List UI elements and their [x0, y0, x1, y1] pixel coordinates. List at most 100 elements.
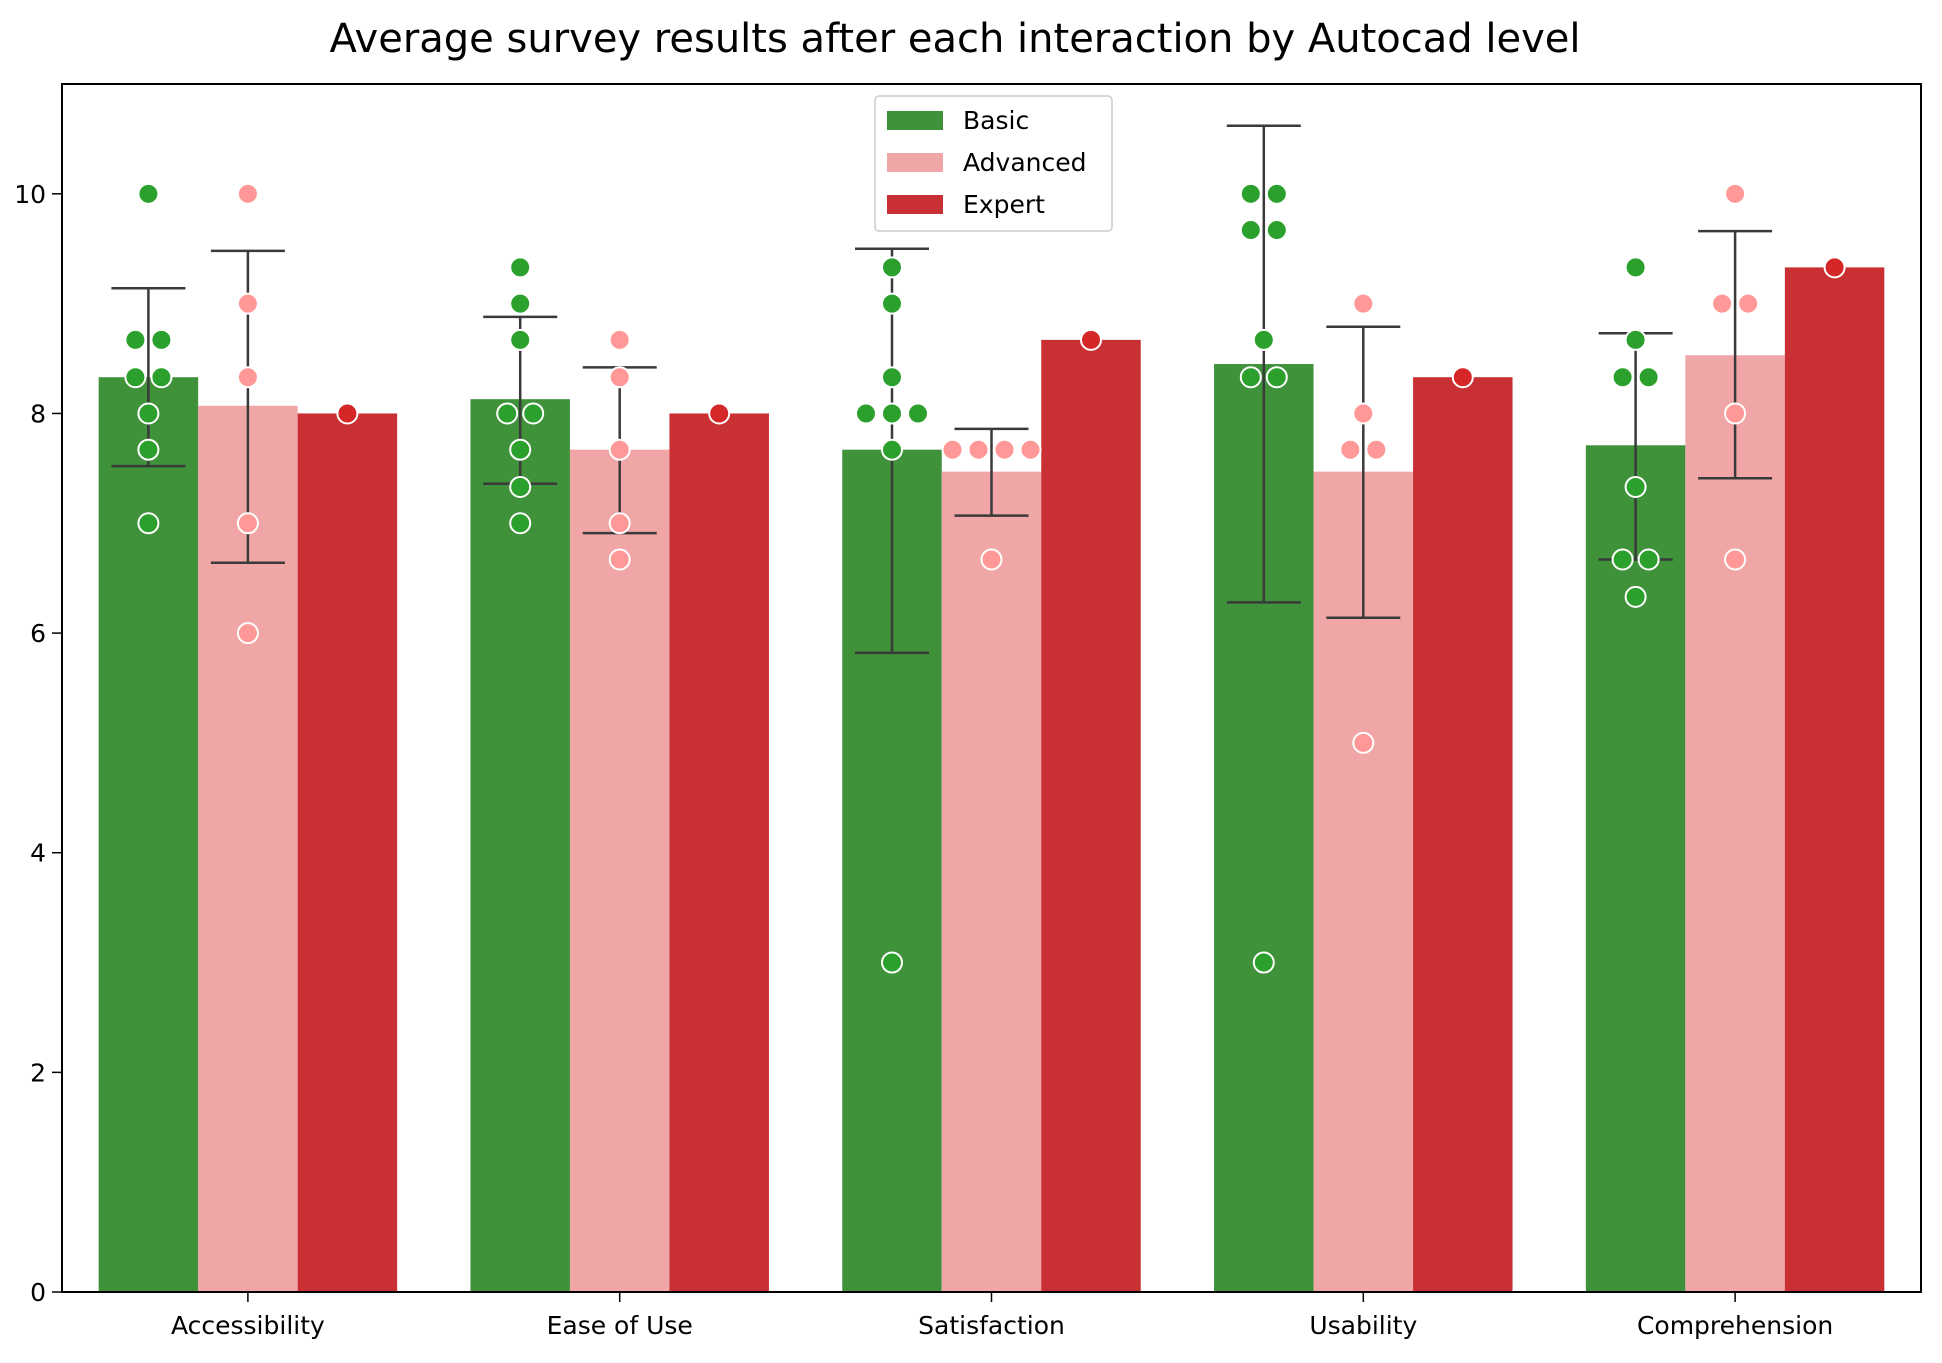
- point-advanced-4: [1724, 548, 1747, 571]
- y-tick-label: 0: [30, 1278, 46, 1307]
- point-basic-1: [509, 256, 532, 279]
- point-advanced-2: [941, 438, 964, 461]
- point-basic-4: [1624, 476, 1647, 499]
- point-basic-3: [1265, 219, 1288, 242]
- point-advanced-3: [1339, 438, 1362, 461]
- bar-expert-3: [1413, 377, 1513, 1292]
- point-expert-2: [1080, 328, 1102, 351]
- point-advanced-1: [608, 512, 631, 535]
- point-advanced-2: [1019, 438, 1042, 461]
- point-advanced-3: [1352, 402, 1375, 425]
- point-expert-3: [1451, 366, 1474, 389]
- point-basic-4: [1611, 548, 1634, 571]
- point-advanced-0: [236, 512, 259, 535]
- point-basic-1: [509, 328, 532, 351]
- x-tick-label: Accessibility: [171, 1311, 325, 1340]
- point-advanced-2: [967, 438, 990, 461]
- legend-swatch-basic: [887, 111, 943, 130]
- point-advanced-1: [608, 366, 631, 389]
- point-basic-1: [509, 476, 532, 499]
- point-basic-4: [1624, 585, 1647, 608]
- point-basic-0: [124, 328, 147, 351]
- point-basic-3: [1265, 366, 1288, 389]
- point-basic-4: [1624, 328, 1647, 351]
- bar-expert-1: [669, 413, 769, 1292]
- point-basic-3: [1239, 219, 1262, 242]
- point-basic-2: [907, 402, 929, 425]
- point-advanced-4: [1737, 292, 1760, 315]
- points-layer: [124, 182, 1846, 974]
- point-advanced-4: [1724, 182, 1747, 205]
- x-tick-label: Comprehension: [1637, 1311, 1833, 1340]
- point-advanced-4: [1711, 292, 1734, 315]
- point-advanced-1: [608, 438, 631, 461]
- y-tick-label: 2: [30, 1058, 46, 1087]
- x-tick-label: Satisfaction: [918, 1311, 1065, 1340]
- legend-label-advanced: Advanced: [963, 148, 1087, 177]
- point-advanced-0: [236, 292, 259, 315]
- point-basic-1: [522, 402, 545, 425]
- point-basic-4: [1637, 366, 1660, 389]
- point-basic-4: [1624, 256, 1647, 279]
- point-basic-0: [150, 366, 173, 389]
- point-basic-2: [881, 951, 903, 974]
- point-advanced-3: [1352, 292, 1375, 315]
- bars-layer: [98, 267, 1885, 1293]
- point-basic-0: [137, 512, 160, 535]
- bar-advanced-4: [1685, 355, 1785, 1292]
- point-basic-1: [496, 402, 519, 425]
- point-advanced-2: [993, 438, 1016, 461]
- bar-basic-1: [470, 399, 570, 1292]
- point-basic-1: [509, 438, 532, 461]
- point-basic-0: [150, 328, 173, 351]
- point-basic-3: [1239, 366, 1262, 389]
- point-basic-2: [881, 402, 903, 425]
- point-basic-2: [881, 256, 903, 279]
- legend-label-expert: Expert: [963, 190, 1045, 219]
- legend-label-basic: Basic: [963, 106, 1029, 135]
- y-tick-label: 8: [30, 399, 46, 428]
- point-basic-3: [1265, 182, 1288, 205]
- bar-expert-0: [297, 413, 398, 1292]
- point-basic-0: [137, 402, 160, 425]
- bar-expert-2: [1041, 339, 1141, 1293]
- point-advanced-0: [236, 182, 259, 205]
- point-basic-2: [881, 366, 903, 389]
- point-basic-0: [137, 438, 160, 461]
- y-tick-label: 10: [14, 180, 46, 209]
- x-tick-label: Usability: [1309, 1311, 1417, 1340]
- point-advanced-3: [1352, 731, 1375, 754]
- legend: Basic Advanced Expert: [874, 95, 1113, 232]
- point-advanced-0: [236, 366, 259, 389]
- point-basic-2: [855, 402, 877, 425]
- point-advanced-4: [1724, 402, 1747, 425]
- point-basic-1: [509, 292, 532, 315]
- point-basic-2: [881, 292, 903, 315]
- bar-expert-4: [1784, 267, 1885, 1292]
- point-advanced-2: [980, 548, 1003, 571]
- point-expert-4: [1823, 256, 1846, 279]
- point-basic-0: [124, 366, 147, 389]
- bar-basic-4: [1585, 445, 1686, 1292]
- point-basic-3: [1239, 182, 1262, 205]
- point-advanced-0: [236, 622, 259, 645]
- point-advanced-1: [608, 548, 631, 571]
- point-expert-0: [336, 402, 359, 425]
- legend-swatch-advanced: [887, 153, 943, 172]
- point-basic-2: [881, 438, 903, 461]
- point-basic-3: [1252, 951, 1275, 974]
- point-basic-4: [1637, 548, 1660, 571]
- y-tick-label: 4: [30, 839, 46, 868]
- point-advanced-3: [1365, 438, 1388, 461]
- point-basic-4: [1611, 366, 1634, 389]
- point-advanced-1: [608, 328, 631, 351]
- point-basic-3: [1252, 328, 1275, 351]
- plot-frame: [61, 83, 1922, 1293]
- legend-swatch-expert: [887, 195, 943, 214]
- point-basic-0: [137, 182, 160, 205]
- point-expert-1: [708, 402, 731, 425]
- bar-advanced-2: [941, 471, 1042, 1292]
- axes-layer: Accessibility Ease of Use Satisfaction Usab…: [14, 83, 1922, 1340]
